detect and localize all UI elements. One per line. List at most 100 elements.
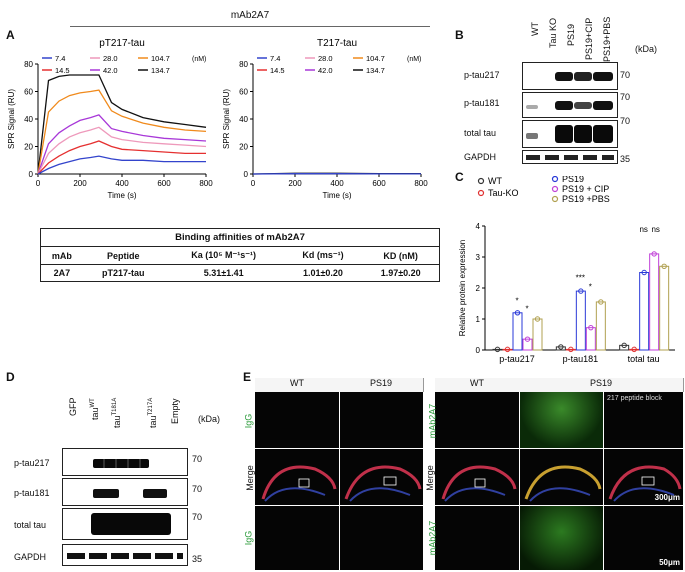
e-left-igg-ps19-zoom [340, 506, 423, 570]
th-KD: KD (nM) [383, 250, 418, 261]
th-ka: Ka (10⁵ M⁻¹s⁻¹) [191, 250, 257, 260]
panel-letter-a: A [6, 28, 15, 42]
y-axis-label: SPR Signal (RU) [7, 89, 16, 149]
x-tick-label: 400 [330, 179, 344, 188]
bar-total tau-PS19 [639, 272, 650, 351]
legend-marker [477, 189, 485, 197]
blot-d-label-2: p-tau181 [14, 488, 50, 498]
y-tick-label: 4 [476, 222, 481, 231]
x-tick-label: 400 [115, 179, 129, 188]
x-tick-label: 200 [288, 179, 302, 188]
legend-label: 14.5 [270, 66, 285, 75]
blot-b-row-totaltau [522, 120, 618, 148]
legend-label: WT [488, 176, 502, 186]
x-category-label: p-tau217 [499, 354, 535, 364]
x-tick-label: 0 [251, 179, 256, 188]
legend-label: 134.7 [366, 66, 385, 75]
x-category-label: p-tau181 [563, 354, 599, 364]
x-category-label: total tau [628, 354, 660, 364]
affinity-table: Binding affinities of mAb2A7 mAb Peptide… [40, 228, 440, 282]
point-p-tau181-PS19 + CIP [588, 324, 594, 331]
legend-marker [551, 176, 559, 183]
blot-b-mw-3: 70 [620, 116, 631, 126]
series-line-7.4 [37, 155, 206, 175]
legend-label: PS19 [562, 176, 584, 184]
legend-label: 14.5 [55, 66, 70, 75]
point-total tau-PS19 [641, 269, 647, 276]
kda-unit-b: (kDa) [635, 44, 657, 54]
legend-label: 28.0 [103, 54, 118, 63]
blot-d-row-ptau217 [62, 448, 188, 476]
blot-d-mw-2: 70 [192, 484, 203, 494]
e-left-igg-ps19 [340, 392, 423, 448]
x-tick-label: 800 [199, 179, 213, 188]
blot-b-row-ptau181 [522, 92, 618, 118]
chart-title: pT217-tau [99, 38, 145, 49]
y-tick-label: 20 [24, 143, 33, 152]
e-right-block-zoom: 50μm [604, 506, 683, 570]
legend-label: 42.0 [318, 66, 333, 75]
e-right-row-mab2: mAb2A7 [427, 520, 438, 556]
point-p-tau217-PS19 + CIP [524, 336, 531, 342]
y-tick-label: 0 [244, 170, 249, 179]
legend-marker [551, 195, 559, 203]
e-col-right-wt: WT [435, 378, 520, 392]
lane-wt: WT [530, 22, 540, 36]
legend-unit: (nM) [407, 56, 421, 63]
series-line-28.0 [37, 126, 207, 175]
y-tick-label: 0 [476, 346, 481, 355]
x-tick-label: 600 [157, 179, 171, 188]
point-p-tau217-WT [494, 346, 501, 353]
spr-chart-pt217: pT217-tau 0 200 400 600 800 0 20 40 60 80 Time (s) S… [7, 38, 213, 200]
legend-unit: (nM) [192, 56, 206, 63]
peptide-block-label: 217 peptide block [607, 395, 662, 402]
y-tick-label: 0 [29, 170, 34, 179]
x-axis-label: Time (s) [107, 191, 136, 200]
point-total tau-PS19 + CIP [651, 251, 657, 257]
point-p-tau217-PS19 +PBS [534, 316, 541, 322]
bar-p-tau217-PS19 [512, 312, 523, 351]
lane-d-tau217a: tauT217A [148, 397, 158, 428]
legend-label: 104.7 [151, 54, 170, 63]
e-right-mab-ps19-zoom [520, 506, 603, 570]
e-right-merge-ps19 [520, 449, 603, 505]
affinity-table-title: Binding affinities of mAb2A7 [41, 229, 439, 247]
significance-mark: ns [651, 225, 659, 234]
series-line-104.7 [37, 89, 207, 175]
significance-mark: * [589, 283, 592, 292]
legend-label: 134.7 [151, 66, 170, 75]
point-total tau-WT [621, 342, 627, 349]
series-line-134.7 [37, 74, 207, 175]
lane-taukO: Tau KO [548, 17, 558, 48]
td-mab: 2A7 [53, 268, 71, 278]
legend-label: Tau-KO [488, 188, 519, 198]
blot-b-row-ptau217 [522, 62, 618, 90]
point-p-tau181-PS19 +PBS [598, 299, 604, 305]
significance-mark: ns [639, 225, 647, 234]
panel-letter-e: E [243, 370, 252, 384]
e-left-igg-wt-zoom [255, 506, 339, 570]
x-axis-label: Time (s) [322, 191, 351, 200]
bar-p-tau217-WT [492, 348, 503, 351]
series-line-14.5 [37, 140, 206, 175]
bar-p-tau181-PS19 + CIP [585, 327, 596, 351]
e-right-mab-wt [435, 392, 519, 448]
legend-marker [551, 185, 559, 193]
bar-p-tau181-PS19 [575, 290, 586, 351]
header-rule [70, 26, 430, 27]
e-left-merge-wt [255, 449, 339, 505]
panel-d: GFP tauWT tauT181A tauT217A Empty (kDa) … [0, 370, 235, 570]
blot-d-mw-1: 70 [192, 454, 203, 464]
blot-d-row-totaltau [62, 508, 188, 540]
point-total tau-PS19 +PBS [661, 263, 667, 270]
blot-d-row-ptau181 [62, 478, 188, 506]
significance-mark: * [515, 297, 518, 306]
blot-b-label-2: p-tau181 [464, 98, 500, 108]
scale-bar-300: 300μm [654, 493, 680, 502]
bar-p-tau217-Tau-KO [502, 348, 513, 351]
y-tick-label: 60 [24, 88, 33, 97]
e-col-left-ps19: PS19 [339, 378, 424, 392]
th-kd: Kd (ms⁻¹) [302, 250, 344, 260]
legend-marker [477, 177, 485, 185]
e-right-merge-block: 300μm [604, 449, 683, 505]
